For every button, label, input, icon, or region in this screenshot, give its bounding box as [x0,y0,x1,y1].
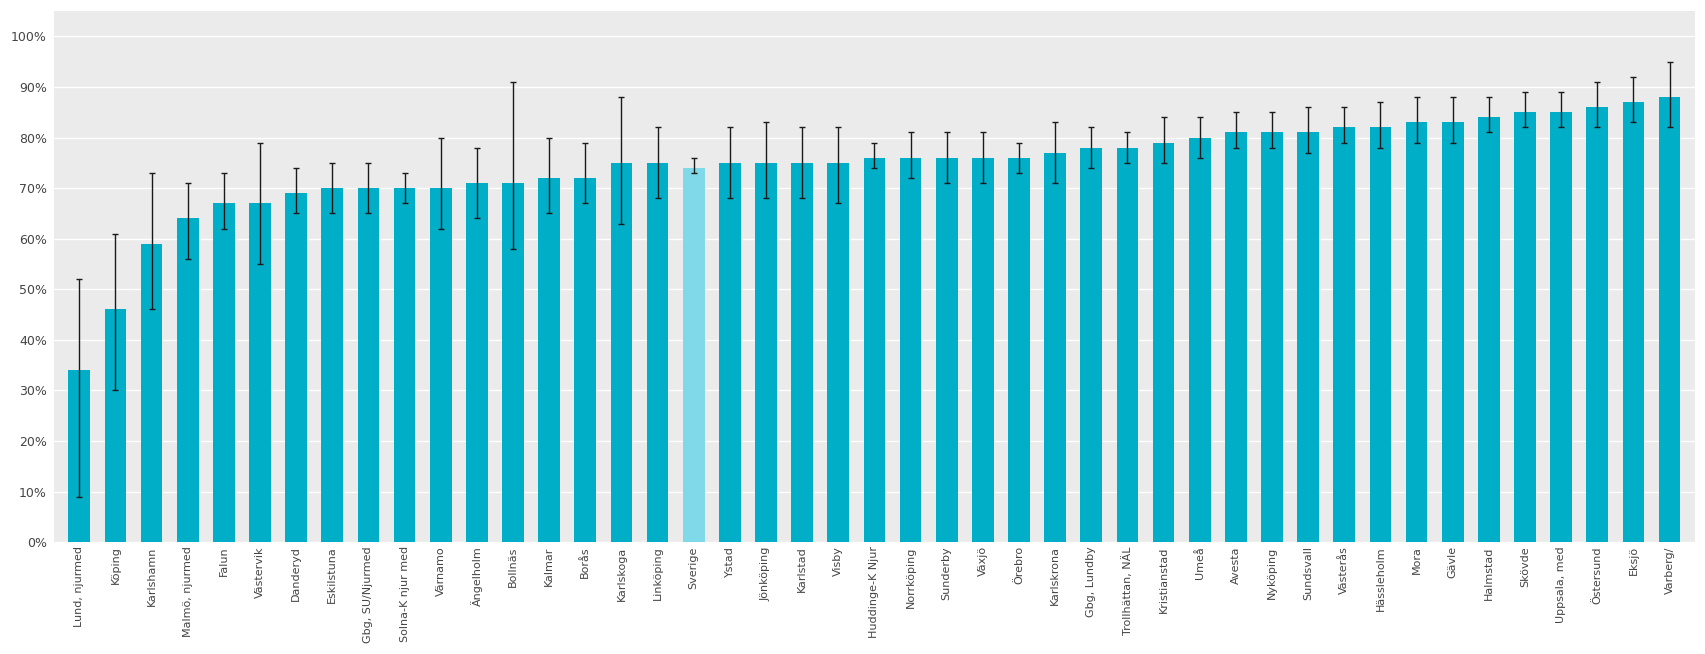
Bar [972,158,992,542]
Bar [1405,122,1427,542]
Bar [1369,128,1391,542]
Bar [1441,122,1463,542]
Bar [682,168,704,542]
Bar [104,309,126,542]
Bar [430,188,452,542]
Bar [213,203,235,542]
Bar [285,193,307,542]
Bar [1586,107,1608,542]
Bar [718,163,740,542]
Bar [394,188,414,542]
Bar [68,370,90,542]
Bar [1153,143,1173,542]
Bar [501,183,523,542]
Bar [140,244,162,542]
Bar [249,203,271,542]
Bar [1188,137,1211,542]
Bar [1117,148,1137,542]
Bar [936,158,957,542]
Bar [899,158,921,542]
Bar [575,178,595,542]
Bar [863,158,885,542]
Bar [1296,133,1318,542]
Bar [539,178,559,542]
Bar [358,188,379,542]
Bar [1079,148,1101,542]
Bar [1514,112,1534,542]
Bar [1550,112,1570,542]
Bar [1333,128,1354,542]
Bar [755,163,776,542]
Bar [1043,152,1066,542]
Bar [1008,158,1030,542]
Bar [1621,102,1644,542]
Bar [610,163,633,542]
Bar [1260,133,1282,542]
Bar [1477,117,1499,542]
Bar [1657,97,1679,542]
Bar [646,163,668,542]
Bar [465,183,488,542]
Bar [1224,133,1246,542]
Bar [827,163,849,542]
Bar [321,188,343,542]
Bar [791,163,813,542]
Bar [177,218,198,542]
